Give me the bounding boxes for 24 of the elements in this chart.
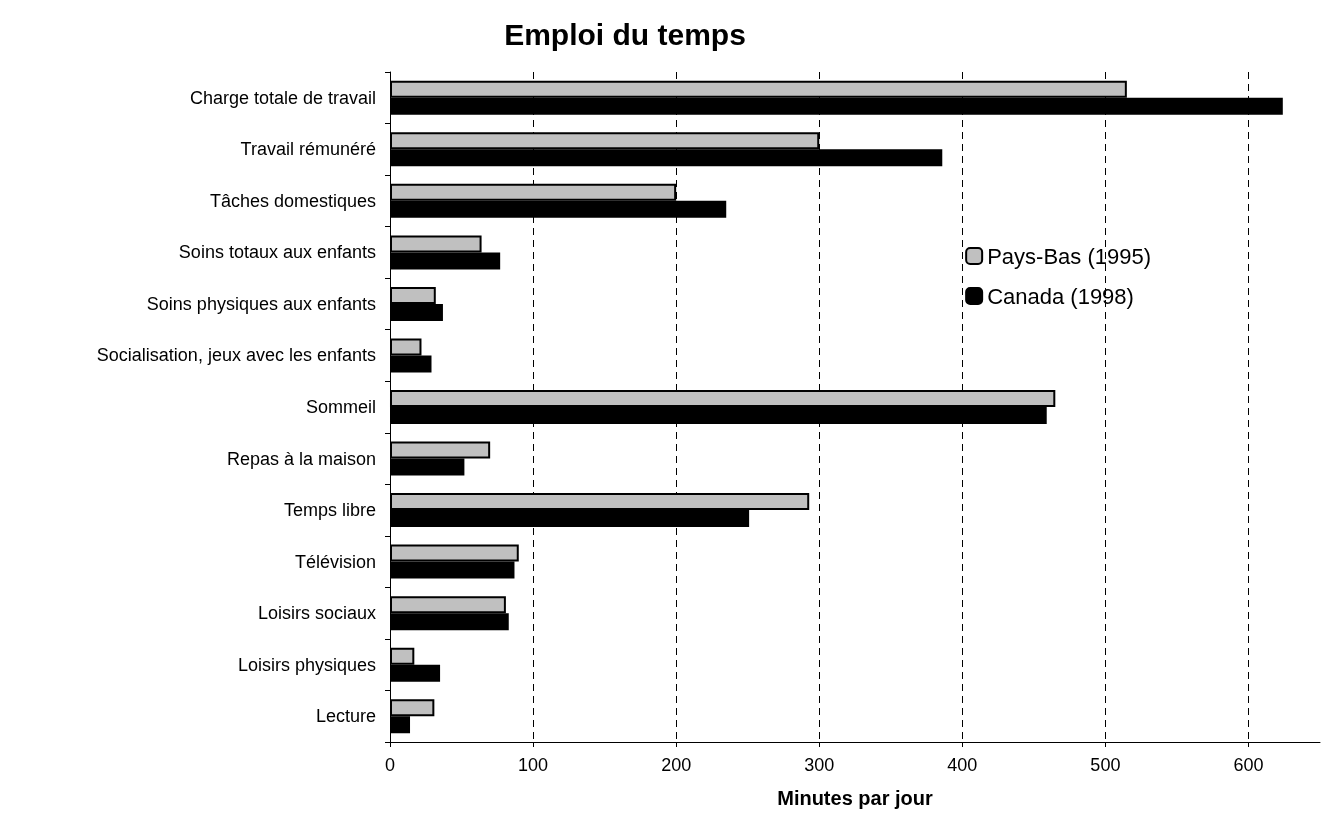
x-tick-label: 100: [518, 755, 549, 775]
y-tick-label: Loisirs physiques: [237, 654, 376, 675]
y-tick-label: Tâches domestiques: [209, 190, 376, 211]
x-tick-label: 500: [1090, 755, 1121, 775]
x-tick-label: 200: [661, 755, 692, 775]
x-axis-title: Minutes par jour: [777, 787, 933, 809]
y-tick-label: Télévision: [294, 551, 376, 572]
y-tick-label: Soins totaux aux enfants: [178, 242, 376, 263]
legend-label: Canada (1998): [987, 283, 1134, 309]
y-tick-label: Sommeil: [305, 397, 376, 417]
x-tick-label: 400: [947, 755, 978, 775]
y-tick-label: Socialisation, jeux avec les enfants: [96, 345, 376, 366]
y-tick-label: Repas à la maison: [226, 448, 376, 469]
x-tick-label: 600: [1233, 755, 1264, 775]
y-tick-label: Travail rémunéré: [240, 139, 376, 160]
chart-title: Emploi du temps: [504, 17, 746, 51]
y-tick-label: Loisirs sociaux: [257, 603, 376, 624]
y-tick-label: Lecture: [315, 706, 376, 727]
y-tick-label: Temps libre: [283, 500, 376, 521]
y-tick-label: Soins physiques aux enfants: [146, 293, 376, 314]
x-tick-label: 0: [384, 755, 396, 775]
legend-label: Pays-Bas (1995): [987, 243, 1152, 269]
x-tick-label: 300: [804, 755, 835, 775]
y-tick-label: Charge totale de travail: [189, 87, 376, 108]
